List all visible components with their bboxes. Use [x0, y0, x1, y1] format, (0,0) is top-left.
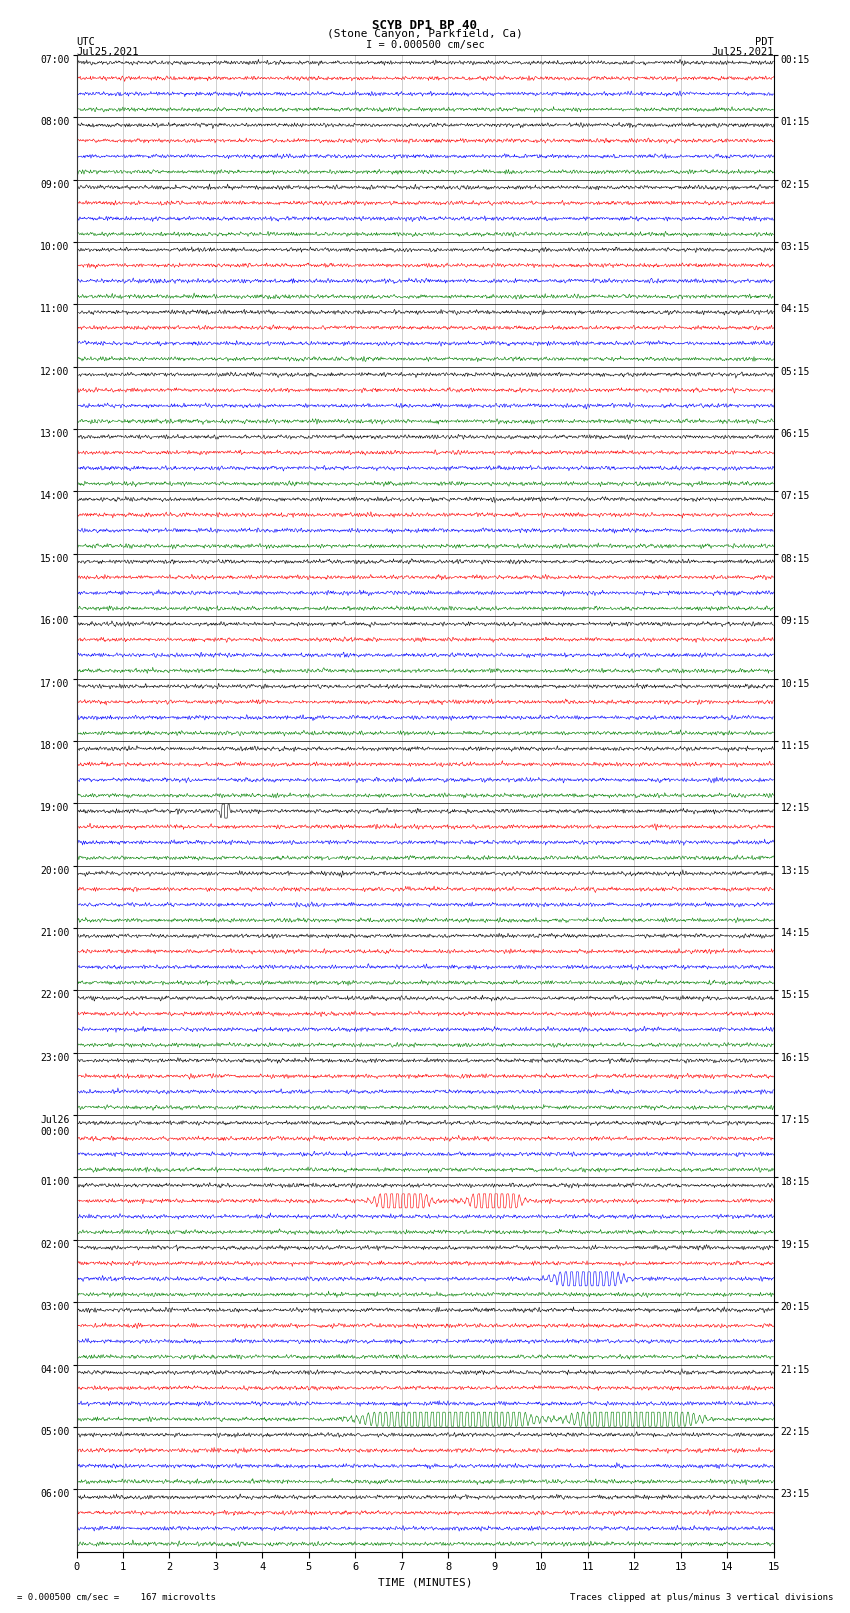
Text: (Stone Canyon, Parkfield, Ca): (Stone Canyon, Parkfield, Ca) — [327, 29, 523, 39]
Text: UTC: UTC — [76, 37, 95, 47]
Text: SCYB DP1 BP 40: SCYB DP1 BP 40 — [372, 19, 478, 32]
Text: PDT: PDT — [755, 37, 774, 47]
Text: I = 0.000500 cm/sec: I = 0.000500 cm/sec — [366, 40, 484, 50]
Text: Traces clipped at plus/minus 3 vertical divisions: Traces clipped at plus/minus 3 vertical … — [570, 1592, 833, 1602]
Text: Jul25,2021: Jul25,2021 — [711, 47, 774, 56]
Text: = 0.000500 cm/sec =    167 microvolts: = 0.000500 cm/sec = 167 microvolts — [17, 1592, 216, 1602]
X-axis label: TIME (MINUTES): TIME (MINUTES) — [377, 1578, 473, 1587]
Text: Jul25,2021: Jul25,2021 — [76, 47, 139, 56]
